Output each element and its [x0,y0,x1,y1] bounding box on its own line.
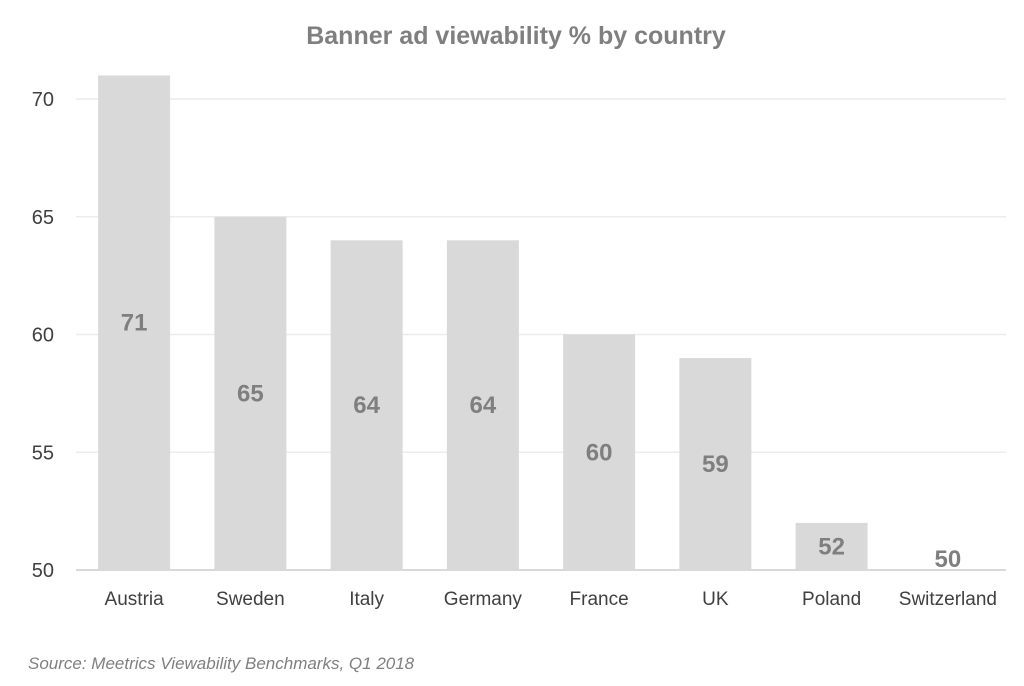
category-label: Switzerland [899,589,997,610]
data-label: 52 [818,533,845,560]
y-axis-ticks: 50 55 60 65 70 [32,89,54,582]
data-label: 64 [353,392,380,419]
bar [330,240,403,571]
category-label: Austria [105,589,165,610]
category-label: Italy [349,589,384,610]
bar [563,334,636,570]
y-tick-label: 50 [32,560,54,582]
source-note: Source: Meetrics Viewability Benchmarks,… [28,654,415,673]
data-labels: 71 65 64 64 60 59 52 50 [121,310,961,573]
chart-title: Banner ad viewability % by country [306,22,726,50]
bar [679,358,752,570]
data-label: 65 [237,380,264,407]
y-tick-label: 60 [32,325,54,347]
bars [98,75,868,571]
category-label: Sweden [216,589,285,610]
data-label: 60 [586,439,613,466]
bar [98,75,171,570]
x-axis-categories: Austria Sweden Italy Germany France UK Poland S… [105,589,997,610]
category-label: France [570,589,629,610]
data-label: 71 [121,310,148,337]
data-label: 64 [470,392,497,419]
category-label: Germany [444,589,523,610]
bar [214,216,287,570]
data-label: 50 [935,546,962,573]
y-tick-label: 65 [32,207,54,229]
bar [446,240,519,571]
y-tick-label: 55 [32,442,54,464]
category-label: UK [702,589,729,610]
category-label: Poland [802,589,861,610]
y-tick-label: 70 [32,89,54,111]
data-label: 59 [702,451,729,478]
bar [795,522,868,570]
